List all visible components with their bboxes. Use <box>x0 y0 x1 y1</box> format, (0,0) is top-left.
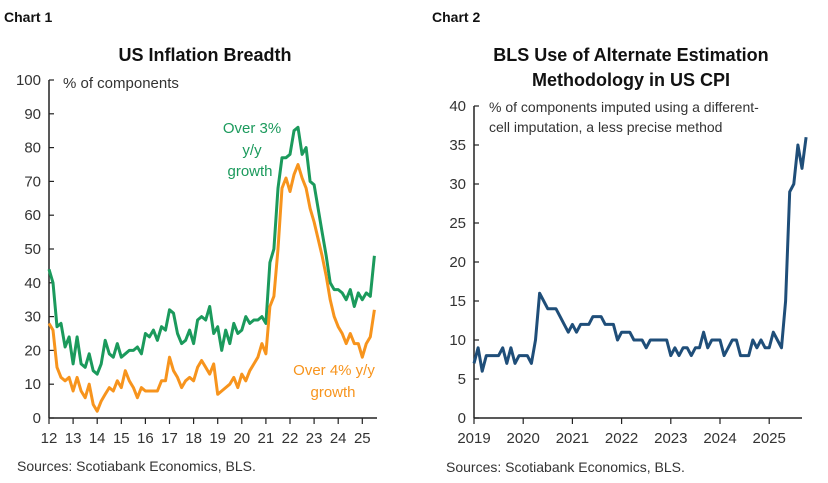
chart1-x-tick-label: 12 <box>41 430 58 447</box>
chart1-x-tick-label: 16 <box>137 430 154 447</box>
chart1-label-over4-line2: growth <box>310 384 355 401</box>
series-over-3pct-line <box>47 125 376 376</box>
chart1-y-tick-label: 10 <box>24 376 41 393</box>
chart2-y-tick-label: 10 <box>449 332 466 349</box>
chart1-y-tick-label: 90 <box>24 106 41 123</box>
series-over-4pct-line <box>47 163 376 413</box>
chart1-label-over3-line3: growth <box>227 163 272 180</box>
chart1-x-tick-label: 25 <box>354 430 371 447</box>
chart1-header: Chart 1 <box>4 9 52 25</box>
chart2-y-tick-label: 25 <box>449 215 466 232</box>
chart2-y-tick-label: 15 <box>449 293 466 310</box>
chart2-y-tick-label: 0 <box>458 410 466 427</box>
chart2-x-tick-label: 2023 <box>654 430 687 447</box>
chart1-y-tick-label: 100 <box>16 72 41 89</box>
chart1-ylabel: % of components <box>63 75 179 92</box>
chart1-y-tick-label: 70 <box>24 173 41 190</box>
chart1-x-tick-label: 20 <box>233 430 250 447</box>
chart2-x-tick-label: 2022 <box>605 430 638 447</box>
chart1-y-tick-label: 30 <box>24 309 41 326</box>
chart1-series <box>47 125 376 413</box>
chart2-ylabel-line2: cell imputation, a less precise method <box>489 119 722 135</box>
chart2-y-tick-label: 30 <box>449 176 466 193</box>
chart2-title-line2: Methodology in US CPI <box>532 70 730 90</box>
chart1-x-tick-label: 14 <box>89 430 106 447</box>
chart1-label-over4-line1: Over 4% y/y <box>293 362 375 379</box>
chart2-x-tick-label: 2020 <box>507 430 540 447</box>
chart1-x-tick-label: 19 <box>209 430 226 447</box>
chart2-y-tick-label: 5 <box>458 371 466 388</box>
chart1-y-tick-label: 50 <box>24 241 41 258</box>
chart1-y-tick-label: 0 <box>33 410 41 427</box>
chart1-axes: 0 10 20 30 40 50 60 70 80 90 100 12 13 14 15 16 17 18 19 20… <box>16 72 377 447</box>
chart2-x-tick-label: 2025 <box>753 430 786 447</box>
series-imputation-line <box>472 137 808 373</box>
chart1-y-tick-label: 80 <box>24 140 41 157</box>
chart2-x-tick-label: 2021 <box>556 430 589 447</box>
chart1-y-tick-label: 60 <box>24 207 41 224</box>
chart1-x-tick-label: 24 <box>330 430 347 447</box>
chart2-x-tick-label: 2024 <box>703 430 736 447</box>
chart1-x-tick-label: 13 <box>65 430 82 447</box>
chart1-x-tick-label: 21 <box>258 430 275 447</box>
chart2-x-tick-label: 2019 <box>457 430 490 447</box>
chart1-label-over3-line2: y/y <box>242 142 262 159</box>
chart1-y-tick-label: 40 <box>24 275 41 292</box>
chart2-y-tick-label: 20 <box>449 254 466 271</box>
chart1-x-tick-label: 15 <box>113 430 130 447</box>
chart1-label-over3-line1: Over 3% <box>223 120 281 137</box>
chart2-source: Sources: Scotiabank Economics, BLS. <box>446 459 685 475</box>
chart2-header: Chart 2 <box>432 9 480 25</box>
chart2-title-line1: BLS Use of Alternate Estimation <box>493 45 768 65</box>
chart1-x-tick-label: 18 <box>185 430 202 447</box>
chart1-x-tick-label: 22 <box>282 430 299 447</box>
chart1-source: Sources: Scotiabank Economics, BLS. <box>17 458 256 474</box>
chart1-y-tick-label: 20 <box>24 342 41 359</box>
chart2-series <box>472 137 808 373</box>
chart1-title: US Inflation Breadth <box>118 45 291 65</box>
chart1-x-tick-label: 23 <box>306 430 323 447</box>
chart2-ylabel-line1: % of components imputed using a differen… <box>489 99 759 115</box>
chart2-y-tick-label: 40 <box>449 98 466 115</box>
chart1-x-tick-label: 17 <box>161 430 178 447</box>
chart2-y-tick-label: 35 <box>449 137 466 154</box>
